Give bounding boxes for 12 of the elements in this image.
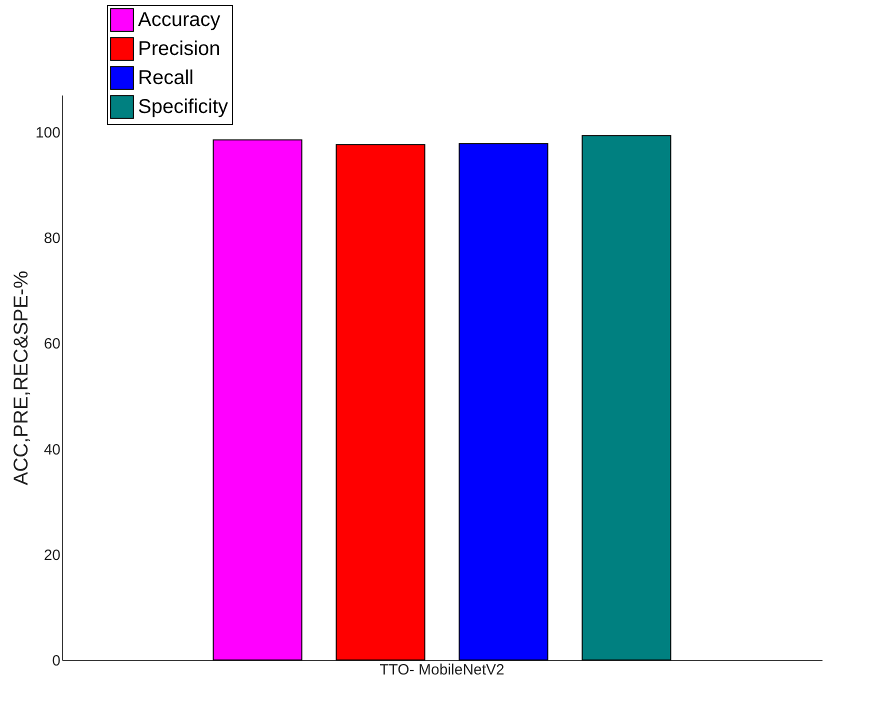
legend-label: Recall [138, 67, 194, 89]
y-tick-label: 40 [44, 441, 60, 458]
y-axis-title: ACC,PRE,REC&SPE-% [10, 270, 32, 486]
y-tick-label: 20 [44, 546, 60, 564]
legend-label: Accuracy [138, 9, 220, 31]
y-tick-label: 0 [52, 652, 60, 670]
y-tick-label: 60 [44, 336, 60, 353]
legend-label: Precision [138, 38, 220, 60]
x-tick-label: TTO- MobileNetV2 [380, 662, 504, 678]
y-tick-label: 100 [35, 124, 60, 142]
y-tick-label: 80 [44, 230, 60, 248]
legend-label: Specificity [138, 96, 228, 118]
